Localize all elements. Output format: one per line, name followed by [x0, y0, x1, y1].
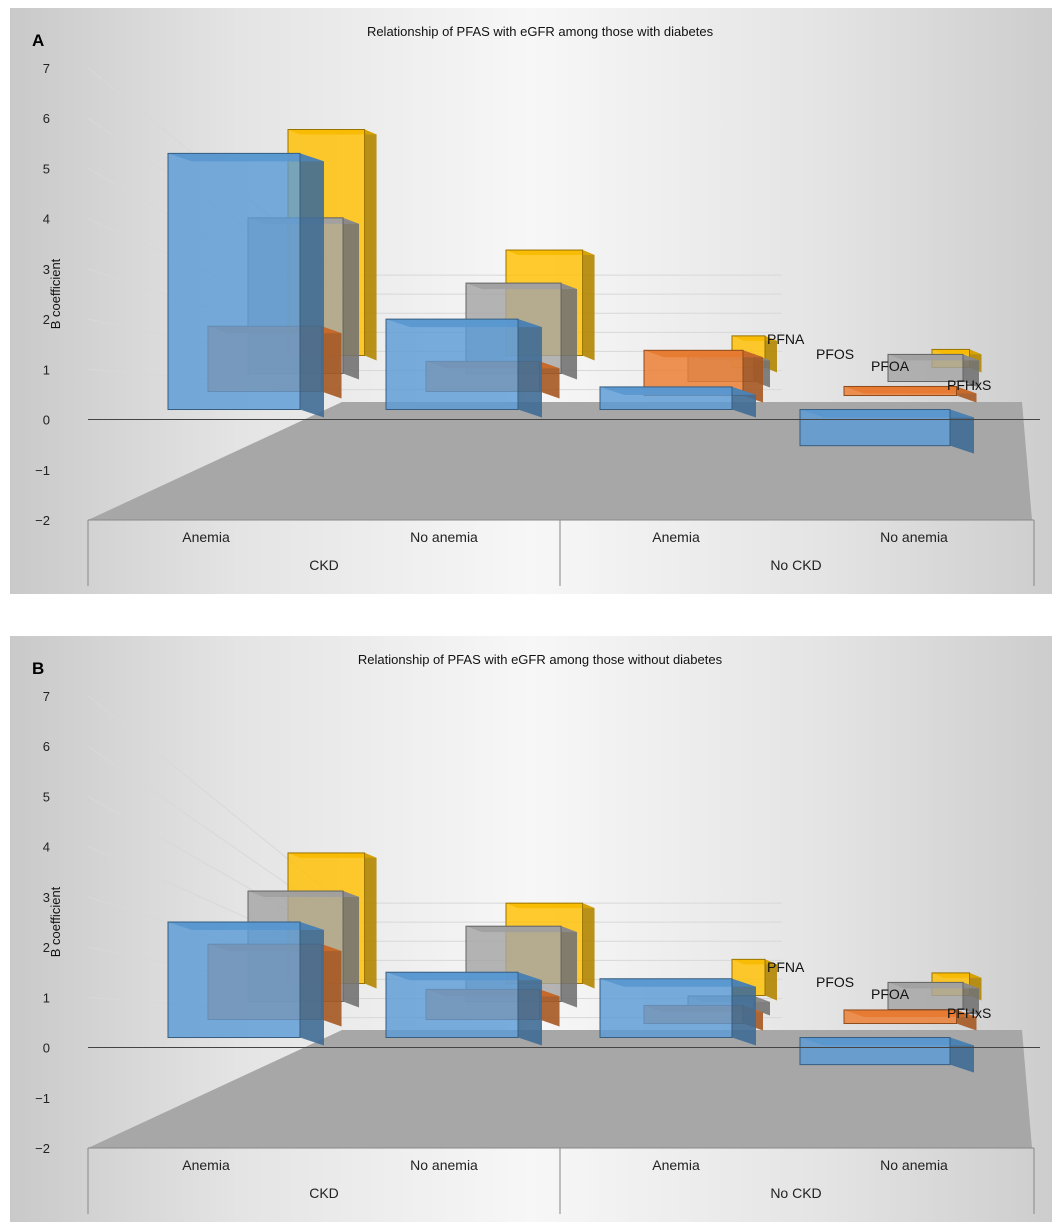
series-label: PFHxS [947, 377, 991, 393]
series-label: PFOA [871, 358, 910, 374]
series-label: PFOA [871, 986, 910, 1002]
gridline [87, 745, 782, 923]
bar [843, 1009, 977, 1031]
chart-svg: B Relationship of PFAS with eGFR among th… [32, 652, 1040, 1214]
bar [599, 978, 756, 1046]
y-tick-label: 1 [43, 362, 50, 377]
y-tick-label: 6 [43, 739, 50, 754]
y-tick-label: −1 [35, 463, 50, 478]
chart-floor [88, 1029, 1032, 1148]
y-tick-label: 7 [43, 61, 50, 76]
bar [167, 152, 324, 418]
y-axis-title: B coefficient [48, 258, 63, 329]
panel-letter: A [32, 31, 44, 50]
category-label: Anemia [652, 529, 700, 545]
chart-panel-a: A Relationship of PFAS with eGFR among th… [10, 8, 1052, 594]
bar [799, 409, 974, 454]
category-group-label: CKD [309, 1185, 339, 1201]
series-label: PFNA [767, 959, 805, 975]
category-label: Anemia [182, 529, 230, 545]
y-tick-label: 3 [43, 890, 50, 905]
y-tick-label: 4 [43, 840, 50, 855]
category-group-label: CKD [309, 557, 339, 573]
chart-panel-b: B Relationship of PFAS with eGFR among th… [10, 636, 1052, 1222]
category-label: No anemia [880, 1157, 948, 1173]
y-tick-label: −1 [35, 1091, 50, 1106]
y-tick-label: 4 [43, 212, 50, 227]
y-axis-title: B coefficient [48, 886, 63, 957]
y-tick-label: 0 [43, 1041, 50, 1056]
y-tick-label: 1 [43, 990, 50, 1005]
bar [799, 1037, 974, 1073]
bar [887, 981, 979, 1016]
chart-title: Relationship of PFAS with eGFR among tho… [358, 652, 723, 667]
bar [167, 921, 324, 1046]
bar [887, 353, 979, 388]
series-label: PFNA [767, 331, 805, 347]
chart-title: Relationship of PFAS with eGFR among tho… [367, 24, 714, 39]
bar [843, 385, 977, 403]
y-tick-label: 3 [43, 262, 50, 277]
y-tick-label: 5 [43, 161, 50, 176]
bar [385, 318, 542, 418]
y-tick-label: 7 [43, 689, 50, 704]
panel-letter: B [32, 659, 44, 678]
category-label: Anemia [652, 1157, 700, 1173]
category-label: Anemia [182, 1157, 230, 1173]
category-label: No anemia [880, 529, 948, 545]
chart-svg: A Relationship of PFAS with eGFR among th… [32, 24, 1040, 586]
category-group-label: No CKD [770, 1185, 821, 1201]
category-label: No anemia [410, 1157, 478, 1173]
category-label: No anemia [410, 529, 478, 545]
gridline [87, 695, 782, 904]
y-tick-label: 6 [43, 111, 50, 126]
y-tick-label: 5 [43, 789, 50, 804]
bar [385, 971, 542, 1046]
y-tick-label: 0 [43, 413, 50, 428]
series-label: PFOS [816, 346, 854, 362]
bar [599, 386, 756, 418]
chart-floor [88, 401, 1032, 520]
y-tick-label: 2 [43, 312, 50, 327]
y-tick-label: −2 [35, 1141, 50, 1156]
y-tick-label: 2 [43, 940, 50, 955]
category-group-label: No CKD [770, 557, 821, 573]
y-tick-label: −2 [35, 513, 50, 528]
series-label: PFOS [816, 974, 854, 990]
series-label: PFHxS [947, 1005, 991, 1021]
